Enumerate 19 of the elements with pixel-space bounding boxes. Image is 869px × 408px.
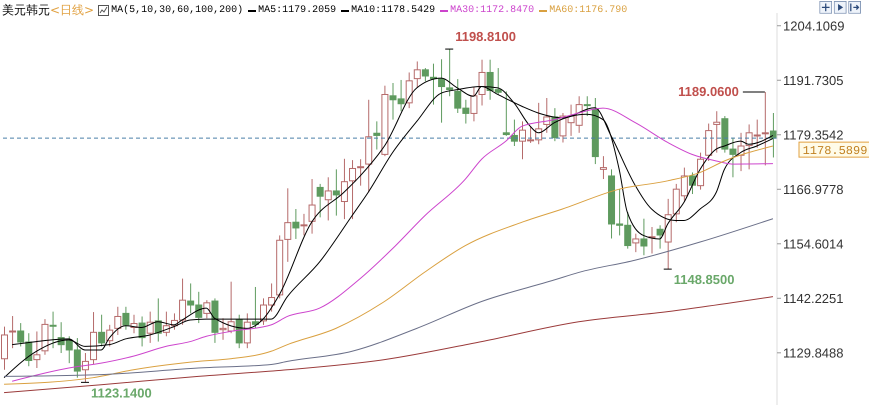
y-tick-label: 1191.7305: [783, 72, 844, 88]
chart-title: 美元韩元: [2, 2, 50, 19]
annotation: 1198.8100: [455, 29, 516, 44]
ref-line-label: 1178.5899: [802, 144, 868, 158]
legend-label: MA30:1172.8470: [449, 5, 534, 16]
legend-label: MA60:1176.790: [548, 5, 628, 16]
legend-label: MA10:1178.5429: [350, 5, 436, 16]
y-tick-label: 1166.9778: [783, 182, 844, 197]
y-tick-label: 1129.8488: [783, 345, 844, 360]
legend-title: MA(5,10,30,60,100,200): [111, 5, 244, 16]
y-tick-label: 1142.2251: [783, 290, 844, 306]
legend-label: MA5:1179.2059: [257, 5, 336, 16]
y-tick-label: 1204.1069: [783, 18, 844, 34]
chart-subtitle: <日线>: [50, 2, 94, 19]
annotation: 1148.8500: [674, 272, 734, 288]
annotation: 1123.1400: [90, 385, 152, 400]
y-tick-label: 1179.3542: [783, 127, 844, 142]
y-tick-label: 1154.6014: [783, 236, 844, 252]
annotation: 1189.0600: [678, 84, 739, 100]
